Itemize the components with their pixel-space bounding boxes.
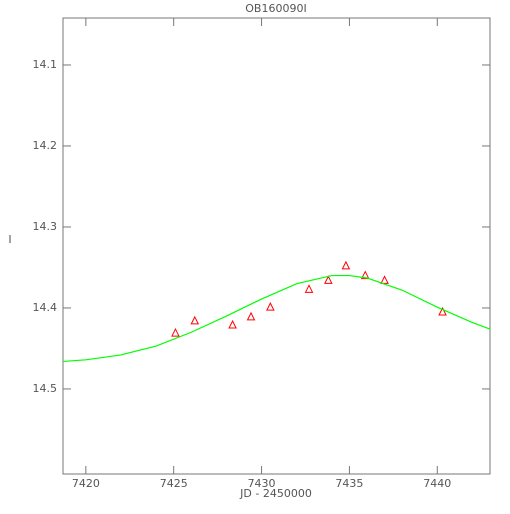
x-tick-label: 7440 [423, 477, 451, 490]
data-point [246, 311, 256, 321]
data-point [380, 275, 389, 284]
y-tick-label: 14.5 [33, 382, 58, 395]
data-point [341, 260, 351, 270]
x-tick-label: 7435 [335, 477, 363, 490]
data-point [228, 319, 237, 329]
data-point [438, 306, 447, 316]
data-point [324, 275, 333, 284]
y-tick-label: 14.1 [33, 58, 58, 71]
plot-frame [62, 17, 491, 475]
data-point [190, 315, 200, 325]
x-tick-label: 7425 [160, 477, 188, 490]
x-axis-label: JD - 2450000 [239, 487, 312, 500]
y-axis-label: I [8, 233, 11, 246]
y-tick-label: 14.3 [33, 220, 58, 233]
data-point [171, 327, 180, 337]
data-point [304, 284, 314, 293]
chart-title: OB160090I [245, 2, 306, 15]
y-tick-label: 14.4 [33, 301, 58, 314]
data-point [360, 270, 370, 280]
x-tick-label: 7420 [72, 477, 100, 490]
x-tick-label: 7430 [248, 477, 276, 490]
y-tick-label: 14.2 [33, 139, 58, 152]
model-curve [62, 274, 491, 363]
data-point [266, 302, 275, 311]
